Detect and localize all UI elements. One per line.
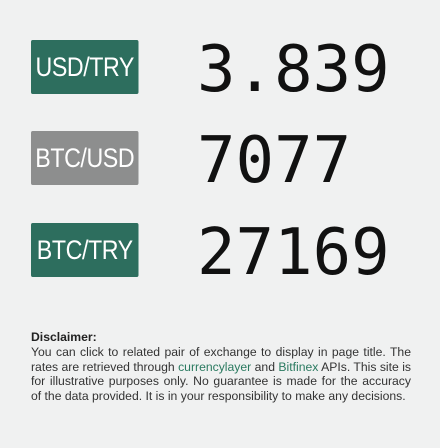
pair-label: BTC/TRY bbox=[36, 234, 133, 265]
rate-row-usd-try: USD/TRY bbox=[31, 40, 156, 94]
usd-try-pair-button[interactable]: USD/TRY bbox=[31, 40, 139, 94]
rate-row-btc-try: BTC/TRY bbox=[31, 223, 156, 277]
btc-usd-pair-button[interactable]: BTC/USD bbox=[31, 131, 139, 185]
pair-label: USD/TRY bbox=[35, 51, 135, 82]
bitfinex-link[interactable]: Bitfinex bbox=[278, 359, 319, 374]
disclaimer-text-part1: You can click to related pair of exchang… bbox=[31, 344, 411, 374]
disclaimer-text-part2: and bbox=[251, 359, 279, 374]
disclaimer: Disclaimer: You can click to related pair… bbox=[31, 330, 411, 404]
rate-row-btc-usd: BTC/USD bbox=[31, 131, 156, 185]
disclaimer-title: Disclaimer: bbox=[31, 330, 97, 344]
pair-label: BTC/USD bbox=[35, 142, 135, 173]
btc-usd-rate-value: 7077 bbox=[197, 124, 352, 198]
disclaimer-text-part3: APIs. This site is for illustrative purp… bbox=[31, 359, 411, 404]
btc-try-rate-value: 27169 bbox=[197, 216, 390, 290]
btc-try-pair-button[interactable]: BTC/TRY bbox=[31, 223, 139, 277]
currencylayer-link[interactable]: currencylayer bbox=[178, 359, 252, 374]
usd-try-rate-value: 3.839 bbox=[197, 33, 390, 107]
